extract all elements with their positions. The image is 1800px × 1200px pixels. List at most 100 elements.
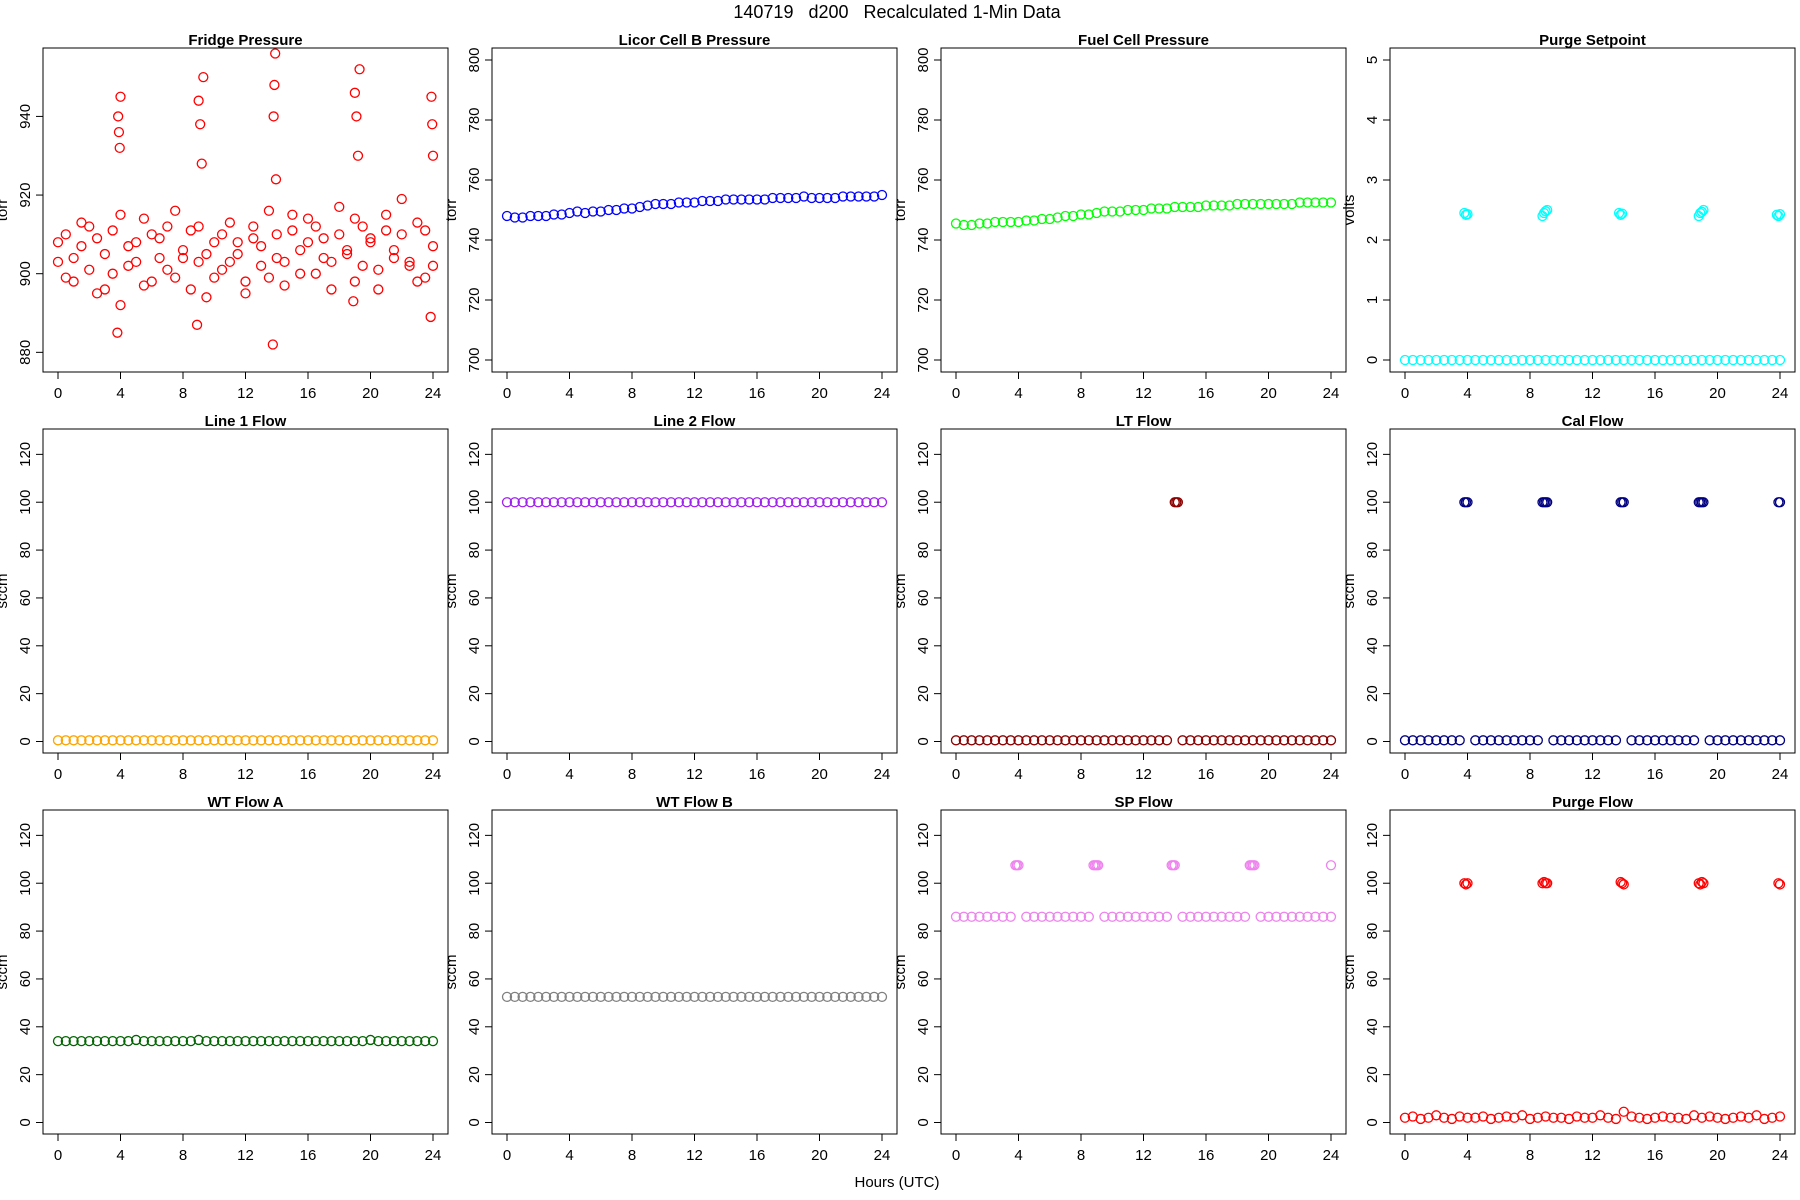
- data-point: [556, 209, 567, 220]
- data-point: [595, 497, 606, 508]
- plot-frame: [940, 47, 1347, 373]
- y-tick-label: 4: [1364, 116, 1381, 124]
- data-point: [388, 1036, 400, 1047]
- x-tick-label: 12: [1135, 1147, 1152, 1164]
- data-point: [1122, 735, 1134, 746]
- data-point: [1542, 878, 1553, 889]
- data-point: [1696, 1112, 1708, 1123]
- data-point: [99, 735, 111, 746]
- data-point: [989, 911, 1001, 922]
- x-tick-label: 16: [749, 1147, 766, 1164]
- data-point: [1563, 354, 1575, 366]
- data-point: [198, 71, 209, 83]
- data-point: [1774, 497, 1786, 508]
- data-point: [982, 911, 993, 922]
- data-point: [1759, 1113, 1770, 1125]
- data-point: [295, 735, 306, 746]
- data-point: [1302, 911, 1313, 922]
- data-point: [1083, 735, 1094, 746]
- data-point: [1626, 354, 1637, 366]
- data-point: [989, 216, 1001, 228]
- x-tick-label: 0: [952, 385, 960, 402]
- data-point: [1634, 1112, 1645, 1123]
- data-point: [1399, 735, 1411, 746]
- data-point: [1767, 1112, 1778, 1123]
- data-point: [1415, 735, 1426, 746]
- data-point: [427, 260, 439, 271]
- data-point: [1571, 354, 1583, 366]
- x-tick-label: 20: [811, 385, 828, 402]
- data-point: [427, 1036, 439, 1047]
- data-point: [201, 292, 212, 303]
- x-tick-label: 0: [503, 766, 511, 783]
- data-point: [1618, 879, 1629, 890]
- data-point: [76, 735, 87, 746]
- data-point: [1454, 354, 1465, 366]
- y-axis-label: sccm: [1341, 955, 1358, 990]
- data-point: [1556, 354, 1567, 366]
- data-point: [1399, 354, 1411, 366]
- data-point: [853, 991, 864, 1003]
- data-point: [1114, 735, 1126, 746]
- data-point: [982, 218, 993, 229]
- data-point: [579, 497, 591, 508]
- data-point: [1068, 735, 1079, 746]
- plot-frame: [42, 809, 449, 1135]
- y-tick-label: 940: [17, 104, 34, 129]
- data-point: [1571, 1111, 1583, 1122]
- data-point: [1169, 860, 1180, 871]
- data-point: [814, 497, 825, 508]
- y-tick-label: 80: [17, 542, 34, 559]
- data-point: [1618, 354, 1629, 366]
- data-point: [1657, 354, 1668, 366]
- data-point: [318, 233, 329, 244]
- data-point: [1239, 198, 1251, 210]
- data-point: [1415, 354, 1426, 366]
- data-point: [1325, 197, 1337, 208]
- y-tick-label: 40: [17, 637, 34, 654]
- data-point: [751, 991, 763, 1003]
- data-point: [1036, 911, 1048, 922]
- x-tick-label: 0: [1401, 766, 1409, 783]
- data-point: [1177, 735, 1188, 746]
- data-point: [548, 497, 560, 508]
- data-point: [665, 991, 677, 1003]
- data-point: [603, 991, 614, 1003]
- data-point: [1423, 735, 1434, 746]
- data-point: [509, 212, 520, 223]
- data-point: [1610, 735, 1622, 746]
- data-point: [1294, 911, 1305, 922]
- data-point: [1540, 354, 1551, 366]
- data-point: [255, 735, 267, 746]
- panel-title: Licor Cell B Pressure: [619, 32, 771, 49]
- y-tick-label: 100: [17, 490, 34, 515]
- data-point: [177, 252, 189, 264]
- x-tick-label: 24: [874, 1147, 891, 1164]
- data-point: [209, 1036, 220, 1047]
- data-point: [829, 991, 841, 1003]
- data-point: [354, 64, 365, 75]
- data-point: [1532, 1112, 1543, 1123]
- data-point: [619, 203, 630, 214]
- data-point: [997, 911, 1009, 922]
- y-axis-label: sccm: [443, 955, 460, 990]
- data-point: [1602, 1112, 1614, 1123]
- data-point: [1310, 197, 1321, 208]
- data-point: [1617, 878, 1628, 889]
- data-point: [767, 991, 778, 1003]
- y-tick-label: 0: [17, 1118, 34, 1126]
- data-point: [790, 497, 802, 508]
- data-point: [1774, 879, 1786, 890]
- data-point: [736, 991, 747, 1003]
- x-tick-label: 4: [565, 766, 573, 783]
- data-point: [193, 221, 204, 232]
- y-tick-label: 900: [17, 261, 34, 286]
- data-point: [744, 497, 755, 508]
- x-tick-label: 8: [1526, 766, 1534, 783]
- data-point: [509, 991, 520, 1003]
- data-point: [1626, 1111, 1637, 1122]
- data-point: [1642, 1113, 1653, 1125]
- y-tick-label: 120: [466, 823, 483, 848]
- data-point: [1114, 911, 1126, 922]
- data-point: [216, 735, 228, 746]
